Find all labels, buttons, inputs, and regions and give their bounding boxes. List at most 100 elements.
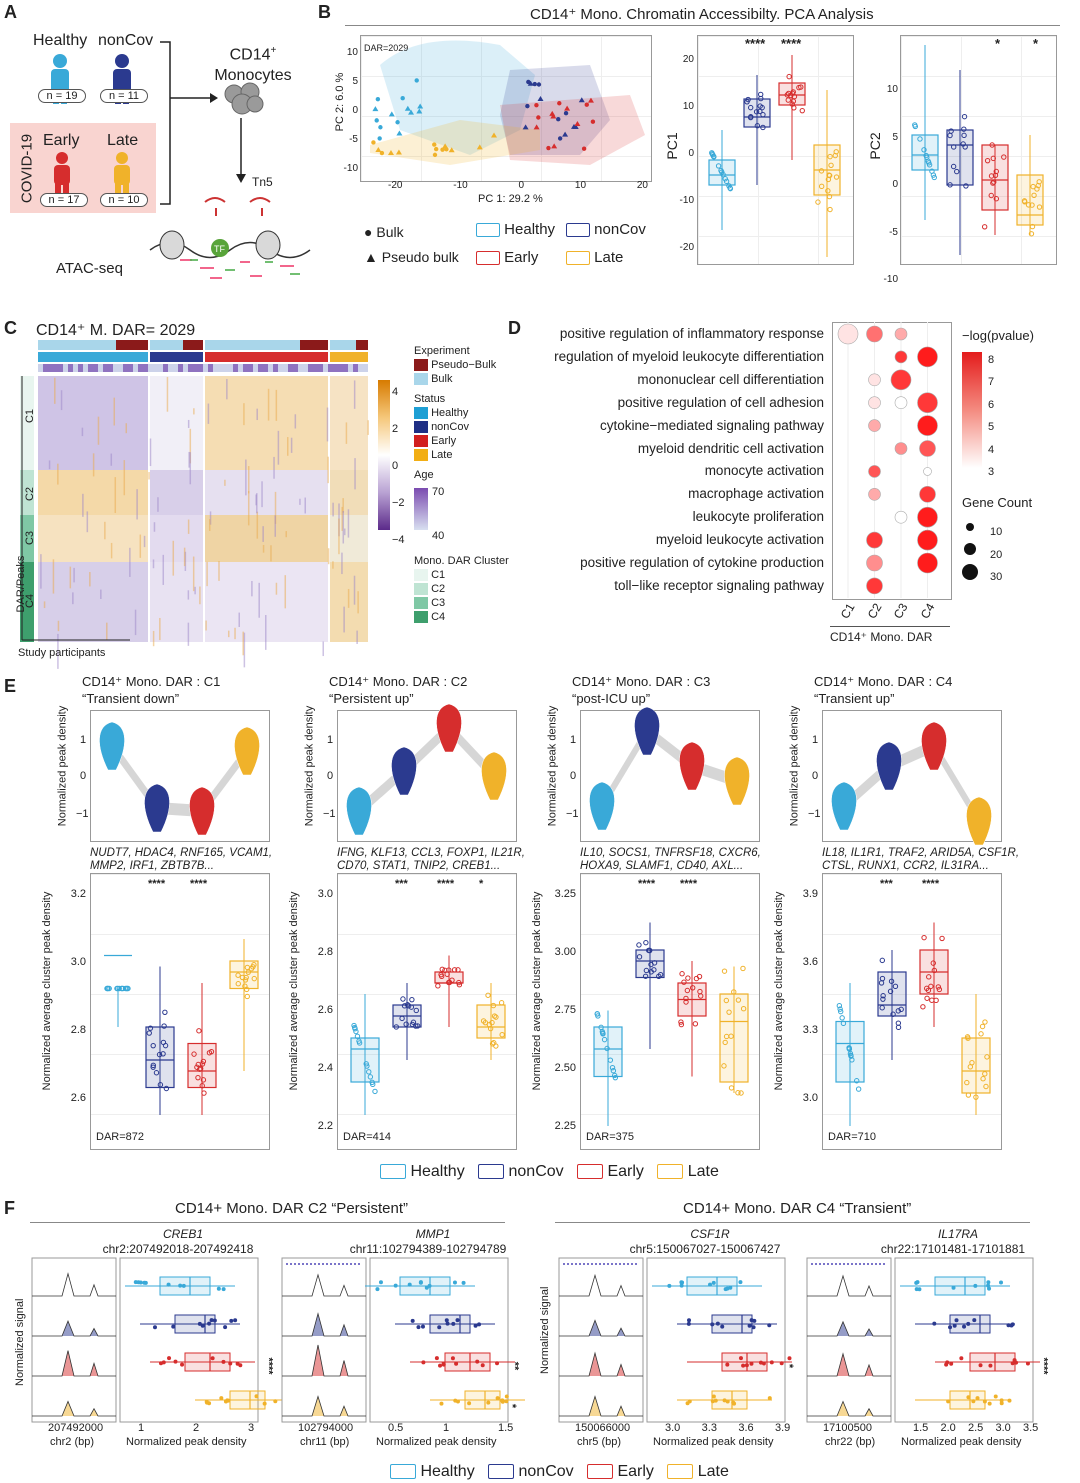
box-point — [147, 1025, 154, 1031]
f-legend-late: Late — [697, 1463, 729, 1480]
pca-point — [550, 113, 557, 119]
f-gene-coord: chr5:150067027-150067427 — [629, 1242, 781, 1256]
box-point — [642, 973, 649, 979]
f-box-point — [143, 1280, 148, 1285]
monocytes-label: CD14+ Monocytes — [214, 45, 292, 85]
box-ytick: 2.50 — [554, 1062, 576, 1074]
f-box-point — [197, 1321, 202, 1326]
box-point — [950, 144, 957, 150]
cluster-bar — [20, 515, 34, 562]
age-bar — [73, 364, 78, 372]
age-bar — [108, 364, 113, 372]
box-point — [604, 1045, 610, 1052]
pca-xtick: -10 — [453, 180, 468, 191]
box-point — [487, 1025, 494, 1032]
panel-label-a: A — [4, 2, 17, 22]
box-point — [200, 1077, 207, 1083]
heatmap-streak — [73, 567, 75, 583]
early-label: Early — [43, 132, 80, 149]
box-point — [455, 967, 461, 973]
age-bar — [258, 364, 263, 372]
box-point — [195, 1074, 201, 1081]
heatmap-streak — [193, 408, 195, 415]
f-box-point — [951, 1285, 956, 1290]
f-box-point — [687, 1318, 692, 1323]
go-dot — [917, 506, 938, 528]
box-ytick: 3.00 — [554, 946, 576, 958]
box-point — [887, 988, 894, 995]
box-point — [367, 1074, 374, 1080]
f-signal-track — [32, 1272, 116, 1297]
box-point — [646, 947, 653, 953]
f-signal-label-right: Normalized signal — [539, 1286, 551, 1374]
pca-point — [491, 132, 498, 138]
f-box-point — [741, 1363, 746, 1368]
box-point — [393, 1024, 400, 1030]
heatmap-streak — [208, 519, 211, 531]
age-bar — [323, 364, 328, 372]
box-point — [826, 193, 833, 200]
age-bar — [178, 364, 183, 372]
pca-point — [546, 145, 551, 151]
heatmap-streak — [284, 575, 287, 609]
box-point — [1036, 204, 1043, 210]
pc2-sig-early: * — [995, 36, 1001, 51]
f-track-frame — [31, 1257, 117, 1423]
age-bar — [333, 364, 338, 372]
gene-list: IL10, SOCS1, TNFRSF18, CXCR6, — [580, 847, 761, 859]
f-box-point — [219, 1396, 224, 1401]
age-bar — [113, 364, 118, 372]
box-point — [965, 1092, 972, 1098]
box-point — [679, 971, 685, 977]
experiment-bar — [330, 340, 368, 350]
f-box-point — [728, 1285, 733, 1290]
heatmap-streak — [152, 559, 155, 569]
e-panel-subtitle: “post-ICU up” — [572, 691, 651, 706]
box-point — [855, 1086, 862, 1092]
age-bar — [158, 364, 163, 372]
heatmap-cell — [330, 470, 368, 515]
heatmap-streak — [54, 377, 56, 404]
box-point — [789, 90, 796, 96]
f-sig: ** — [508, 1361, 521, 1371]
box-point — [978, 1031, 984, 1037]
f-box-point — [711, 1394, 716, 1399]
f-box-point — [744, 1363, 749, 1368]
heatmap-streak — [194, 586, 196, 595]
violin — [966, 796, 992, 846]
dar-count: DAR=710 — [828, 1131, 877, 1143]
pca-point — [533, 124, 540, 130]
pca-point — [587, 97, 594, 103]
f-box-point — [136, 1280, 141, 1285]
box-point — [929, 997, 935, 1003]
f-sig: **** — [262, 1357, 275, 1375]
dotplot-xtick: C1 — [837, 600, 858, 622]
f-box-point — [932, 1321, 937, 1326]
f-box-point — [738, 1280, 743, 1285]
heatmap-cell — [38, 562, 148, 642]
box-point — [964, 1034, 971, 1040]
person-icons-top — [51, 54, 131, 104]
go-dot — [866, 577, 883, 595]
box-point — [1025, 202, 1032, 208]
box-point — [1030, 183, 1036, 190]
f-xlabel: chr5 (bp) — [577, 1436, 622, 1448]
violin-frame — [337, 710, 517, 842]
box-point — [836, 1003, 843, 1009]
violin — [724, 756, 750, 806]
box-point — [239, 974, 246, 981]
cluster-boxplot — [350, 955, 506, 1115]
heatmap-streak — [209, 511, 212, 525]
f-box-tick: 1.5 — [498, 1422, 514, 1434]
f-box-point — [732, 1401, 737, 1406]
f-box-point — [167, 1356, 172, 1361]
box-point — [961, 126, 967, 132]
age-bar — [168, 364, 173, 372]
legend-healthy: Healthy — [476, 221, 555, 238]
f-box-point — [461, 1280, 466, 1285]
f-legend-noncov: nonCov — [518, 1463, 574, 1480]
box-ytick: 2.25 — [554, 1120, 576, 1132]
f-box-point — [1009, 1323, 1014, 1328]
box-ytick: 3.3 — [802, 1024, 818, 1036]
heatmap-streak — [189, 428, 192, 464]
